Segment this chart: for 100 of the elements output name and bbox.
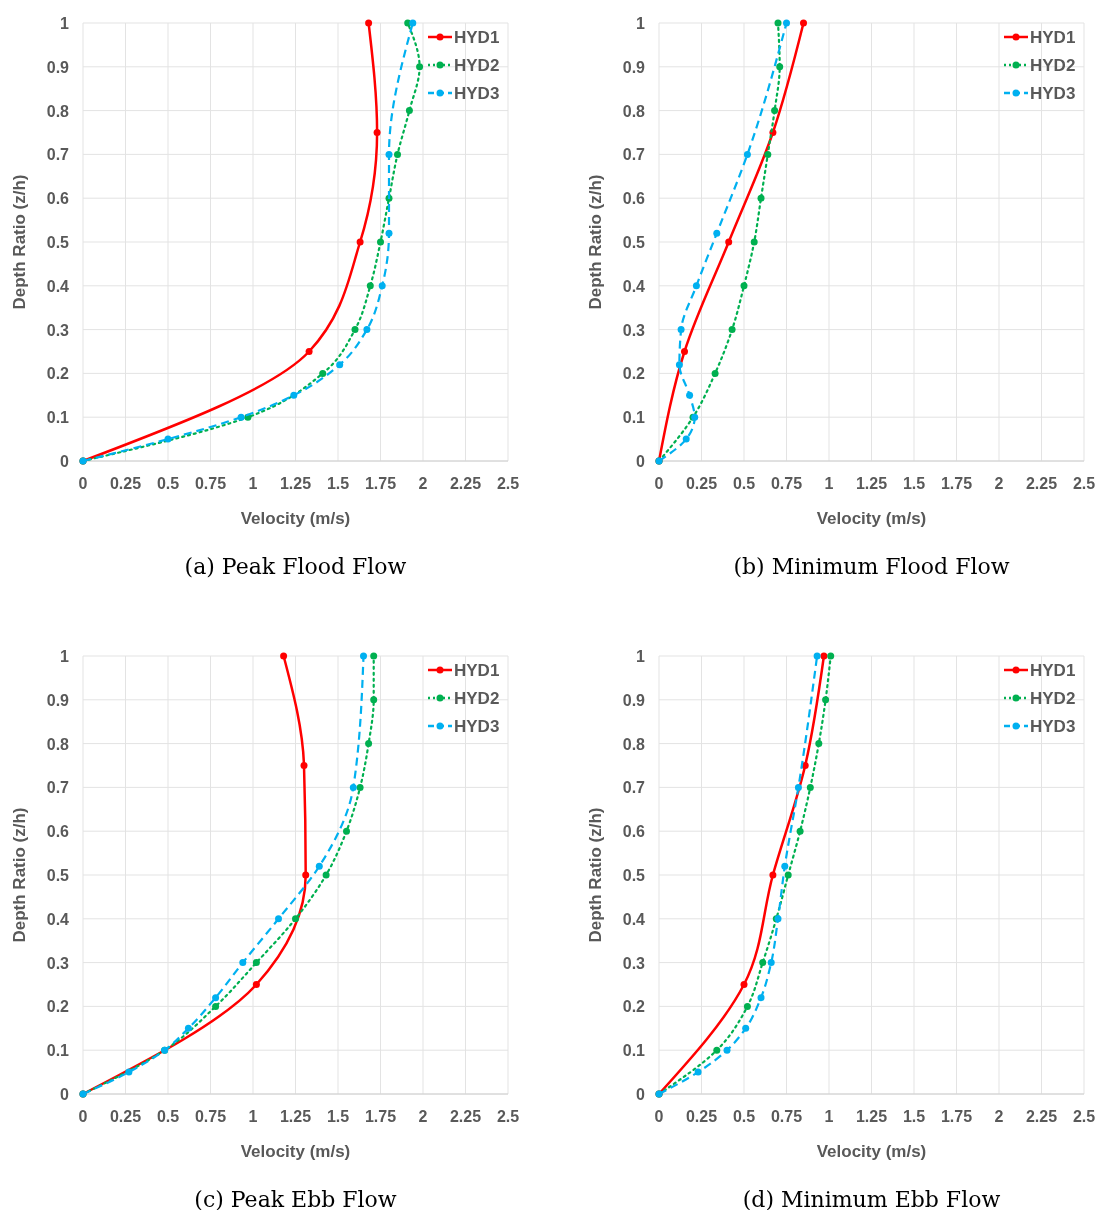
point bbox=[686, 391, 694, 399]
x-tick-label: 1.75 bbox=[940, 475, 973, 492]
point bbox=[750, 238, 758, 246]
x-tick-label: 2 bbox=[418, 475, 428, 492]
y-tick-label: 0.7 bbox=[622, 146, 646, 164]
x-axis-title: Velocity (m/s) bbox=[240, 509, 351, 528]
x-tick-label: 2 bbox=[994, 475, 1004, 492]
point bbox=[237, 413, 245, 421]
x-tick-label: 1.5 bbox=[326, 1108, 350, 1125]
point bbox=[370, 696, 378, 704]
y-tick-label: 0 bbox=[636, 453, 646, 470]
point bbox=[794, 783, 802, 791]
point bbox=[801, 762, 809, 769]
point bbox=[713, 229, 721, 237]
x-tick-label: 0.25 bbox=[109, 1108, 142, 1125]
y-tick-label: 0.1 bbox=[46, 1042, 70, 1060]
point bbox=[713, 1046, 721, 1054]
point bbox=[290, 391, 298, 399]
y-tick-label: 0.1 bbox=[622, 409, 646, 427]
x-tick-label: 0.75 bbox=[194, 1108, 227, 1125]
y-tick-label: 1 bbox=[60, 648, 70, 665]
x-tick-label: 1.75 bbox=[940, 1108, 973, 1125]
point bbox=[769, 871, 777, 879]
y-tick-label: 0.8 bbox=[622, 735, 646, 753]
y-tick-label: 0.9 bbox=[622, 691, 646, 709]
legend-label: HYD3 bbox=[454, 717, 500, 736]
x-tick-label: 0 bbox=[654, 1108, 664, 1125]
legend-label: HYD1 bbox=[1030, 661, 1076, 680]
point bbox=[774, 19, 782, 27]
legend-label: HYD3 bbox=[454, 84, 500, 103]
y-tick-label: 0.2 bbox=[46, 998, 70, 1016]
y-tick-label: 0.7 bbox=[622, 779, 646, 797]
y-tick-label: 0.3 bbox=[46, 321, 70, 339]
legend-label: HYD2 bbox=[454, 689, 500, 708]
x-tick-label: 1.75 bbox=[364, 475, 397, 492]
y-tick-label: 0 bbox=[636, 1086, 646, 1103]
legend-label: HYD2 bbox=[454, 56, 500, 75]
x-tick-label: 2.25 bbox=[1025, 475, 1058, 492]
point bbox=[305, 348, 313, 355]
x-tick-label: 1 bbox=[248, 475, 258, 492]
legend-label: HYD1 bbox=[454, 28, 500, 47]
point bbox=[252, 959, 260, 967]
x-tick-label: 1.5 bbox=[902, 475, 926, 492]
y-tick-label: 0.8 bbox=[46, 735, 70, 753]
x-tick-label: 0 bbox=[78, 475, 88, 492]
y-tick-label: 0.3 bbox=[46, 954, 70, 972]
x-tick-label: 0.5 bbox=[156, 1108, 180, 1125]
y-tick-label: 0.9 bbox=[46, 58, 70, 76]
y-tick-label: 0.6 bbox=[46, 823, 70, 841]
x-tick-label: 2.5 bbox=[1072, 475, 1096, 492]
point bbox=[360, 652, 367, 660]
point bbox=[405, 107, 413, 115]
y-tick-label: 0.5 bbox=[622, 867, 646, 884]
y-tick-label: 0.2 bbox=[622, 998, 646, 1016]
point bbox=[343, 827, 350, 835]
y-tick-label: 0.8 bbox=[46, 102, 70, 120]
x-tick-label: 0.75 bbox=[770, 475, 803, 492]
point bbox=[784, 871, 792, 879]
point bbox=[764, 150, 772, 158]
point bbox=[694, 1068, 702, 1076]
y-tick-label: 0.3 bbox=[622, 321, 646, 339]
legend-label: HYD2 bbox=[1030, 56, 1076, 75]
point bbox=[767, 959, 775, 967]
point bbox=[806, 783, 814, 791]
y-tick-label: 0.7 bbox=[46, 779, 70, 797]
point bbox=[759, 959, 767, 967]
x-tick-label: 0.25 bbox=[109, 475, 142, 492]
text: (b) Minimum Flood Flow bbox=[733, 554, 1010, 579]
point bbox=[378, 282, 386, 290]
legend-label: HYD1 bbox=[1030, 28, 1076, 47]
point bbox=[743, 1002, 751, 1010]
point bbox=[815, 740, 823, 748]
x-tick-label: 2.25 bbox=[1025, 1108, 1058, 1125]
x-tick-label: 0.5 bbox=[732, 475, 756, 492]
x-tick-label: 1.25 bbox=[855, 1108, 888, 1125]
text: (a) Peak Flood Flow bbox=[184, 554, 407, 579]
point bbox=[796, 827, 804, 835]
x-tick-label: 1.25 bbox=[855, 475, 888, 492]
point bbox=[365, 740, 373, 748]
point bbox=[280, 652, 288, 660]
point bbox=[319, 369, 327, 377]
point bbox=[356, 783, 364, 791]
x-tick-label: 0 bbox=[654, 475, 664, 492]
y-tick-label: 1 bbox=[636, 15, 646, 32]
y-tick-label: 0.4 bbox=[46, 910, 70, 928]
x-tick-label: 0 bbox=[78, 1108, 88, 1125]
point bbox=[351, 326, 359, 334]
point bbox=[125, 1068, 133, 1076]
point bbox=[356, 238, 364, 246]
point bbox=[757, 994, 765, 1002]
y-axis-title: Depth Ratio (z/h) bbox=[586, 174, 605, 310]
x-tick-label: 1.5 bbox=[326, 475, 350, 492]
x-tick-label: 2.5 bbox=[1072, 1108, 1096, 1125]
point bbox=[212, 994, 220, 1002]
point bbox=[820, 652, 828, 660]
x-tick-label: 0.5 bbox=[732, 1108, 756, 1125]
x-axis-title: Velocity (m/s) bbox=[816, 1142, 927, 1161]
x-tick-label: 0.25 bbox=[685, 1108, 718, 1125]
point bbox=[416, 63, 424, 71]
y-tick-label: 0.8 bbox=[622, 102, 646, 120]
